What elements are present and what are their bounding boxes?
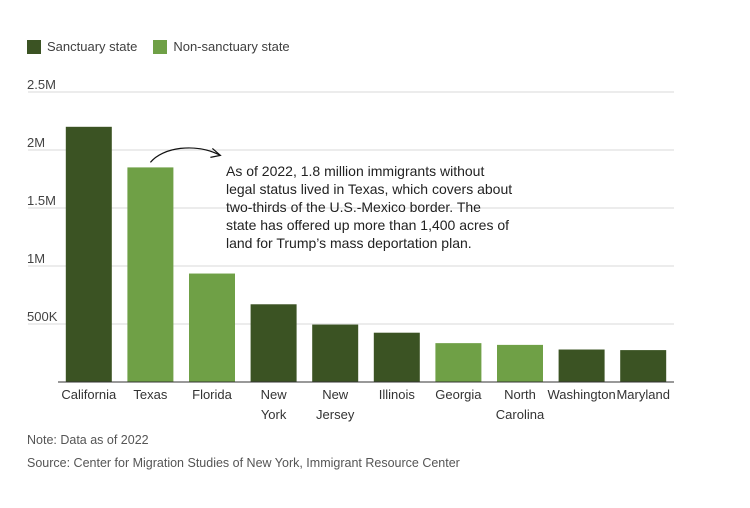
- y-tick-label-0: 500K: [27, 309, 58, 324]
- bar-new-york: [250, 304, 297, 382]
- x-tick-label-7-1: Carolina: [496, 407, 545, 422]
- y-tick-label-4: 2.5M: [27, 77, 56, 92]
- bar-washington: [558, 349, 605, 382]
- x-tick-label-9-0: Maryland: [616, 387, 669, 402]
- chart-source: Source: Center for Migration Studies of …: [27, 456, 460, 470]
- legend-swatch-non-sanctuary: [153, 39, 168, 54]
- bar-texas: [127, 167, 174, 382]
- chart-note: Note: Data as of 2022: [27, 433, 149, 447]
- x-tick-label-5-0: Illinois: [379, 387, 416, 402]
- x-tick-label-8-0: Washington: [548, 387, 616, 402]
- annotation-line-2: two-thirds of the U.S.-Mexico border. Th…: [226, 199, 481, 215]
- x-tick-label-2-0: Florida: [192, 387, 233, 402]
- legend-item-non-sanctuary: Non-sanctuary state: [153, 39, 290, 54]
- y-tick-label-1: 1M: [27, 251, 45, 266]
- bar-north-carolina: [497, 344, 543, 382]
- bar-california: [65, 126, 112, 382]
- x-tick-label-0-0: California: [61, 387, 117, 402]
- legend-label-sanctuary: Sanctuary state: [47, 39, 138, 54]
- bar-georgia: [435, 343, 482, 382]
- x-tick-label-3-0: New: [261, 387, 288, 402]
- annotation-arrowhead: [210, 147, 222, 158]
- x-tick-label-4-1: Jersey: [316, 407, 355, 422]
- annotation-line-1: legal status lived in Texas, which cover…: [226, 181, 512, 197]
- annotation-line-3: state has offered up more than 1,400 acr…: [226, 217, 509, 233]
- y-tick-label-3: 2M: [27, 135, 45, 150]
- x-tick-label-6-0: Georgia: [435, 387, 482, 402]
- y-tick-label-2: 1.5M: [27, 193, 56, 208]
- legend-label-non-sanctuary: Non-sanctuary state: [173, 39, 290, 54]
- legend-item-sanctuary: Sanctuary state: [27, 39, 137, 54]
- x-tick-label-4-0: New: [322, 387, 349, 402]
- legend: Sanctuary state Non-sanctuary state: [27, 39, 306, 54]
- annotation-line-4: land for Trump’s mass deportation plan.: [226, 235, 472, 251]
- legend-swatch-sanctuary: [27, 39, 41, 54]
- x-tick-label-7-0: North: [504, 387, 536, 402]
- bar-maryland: [620, 350, 667, 382]
- annotation-arrow: [149, 147, 221, 163]
- bar-new-jersey: [312, 324, 359, 382]
- x-tick-label-3-1: York: [261, 407, 287, 422]
- bar-illinois: [373, 332, 420, 382]
- bar-florida: [189, 273, 235, 382]
- x-tick-label-1-0: Texas: [133, 387, 167, 402]
- annotation-line-0: As of 2022, 1.8 million immigrants witho…: [226, 163, 484, 179]
